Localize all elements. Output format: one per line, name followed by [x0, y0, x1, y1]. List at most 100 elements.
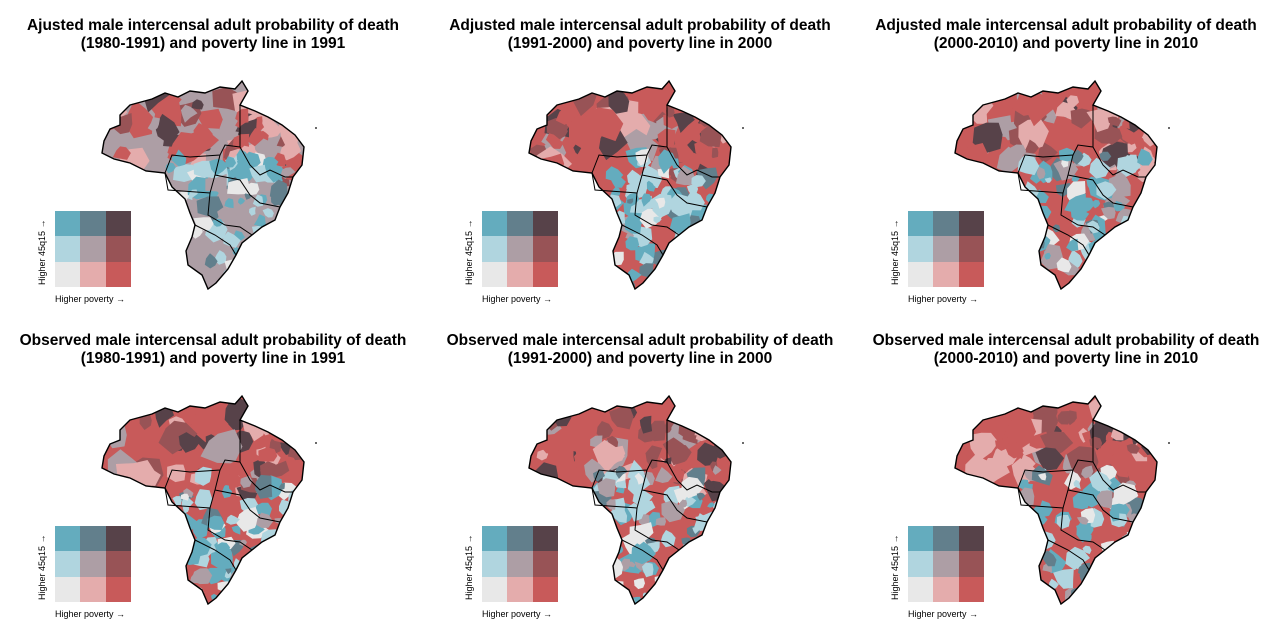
- legend-x-label: Higher poverty →: [908, 609, 979, 619]
- panel-title: Observed male intercensal adult probabil…: [0, 332, 426, 368]
- brazil-choropleth-map: [954, 79, 1170, 290]
- legend-cell: [532, 576, 558, 602]
- state-border: [194, 539, 237, 571]
- panel-title: Observed male intercensal adult probabil…: [853, 332, 1279, 368]
- state-border: [207, 192, 253, 236]
- state-border: [634, 192, 680, 236]
- title-line-2: (2000-2010) and poverty line in 2010: [933, 350, 1199, 367]
- state-border: [1060, 192, 1106, 236]
- legend-cell: [958, 576, 984, 602]
- legend-y-label: Higher 45q15 →: [37, 219, 47, 285]
- legend-cell: [507, 236, 533, 262]
- bivariate-legend: [908, 211, 984, 287]
- legend-cell: [80, 526, 106, 552]
- title-line-2: (1991-2000) and poverty line in 2000: [507, 35, 773, 52]
- brazil-choropleth-map: [101, 79, 317, 290]
- island-dot: [742, 442, 744, 444]
- legend-cell: [507, 261, 533, 287]
- legend-y-label: Higher 45q15 →: [464, 534, 474, 600]
- legend-cell: [933, 211, 959, 237]
- legend-cell: [55, 236, 81, 262]
- bivariate-legend: [55, 211, 131, 287]
- legend-x-label: Higher poverty →: [55, 294, 126, 304]
- panel-map-1: Adjusted male intercensal adult probabil…: [427, 0, 853, 314]
- legend-y-label: Higher 45q15 →: [464, 219, 474, 285]
- legend-cell: [908, 551, 934, 577]
- brazil-choropleth-map: [528, 394, 744, 605]
- legend-cell: [507, 576, 533, 602]
- legend-cell: [933, 526, 959, 552]
- country-outline: [528, 79, 732, 290]
- panel-title: Adjusted male intercensal adult probabil…: [427, 17, 853, 53]
- state-border: [207, 507, 253, 551]
- state-border: [214, 489, 281, 523]
- title-line-2: (1980-1991) and poverty line in 1991: [80, 350, 346, 367]
- title-line-1: Observed male intercensal adult probabil…: [446, 332, 834, 349]
- state-border: [1047, 539, 1090, 571]
- legend-cell: [908, 211, 934, 237]
- panel-map-3: Observed male intercensal adult probabil…: [0, 315, 426, 629]
- legend-cell: [532, 526, 558, 552]
- title-line-2: (1991-2000) and poverty line in 2000: [507, 350, 773, 367]
- bivariate-legend: [482, 211, 558, 287]
- legend-cell: [933, 551, 959, 577]
- legend-cell: [933, 261, 959, 287]
- legend-y-label: Higher 45q15 →: [890, 219, 900, 285]
- legend-cell: [532, 261, 558, 287]
- title-line-1: Adjusted male intercensal adult probabil…: [449, 17, 831, 34]
- state-border: [666, 461, 720, 493]
- legend-cell: [908, 236, 934, 262]
- legend-cell: [80, 261, 106, 287]
- legend-cell: [532, 211, 558, 237]
- title-line-1: Adjusted male intercensal adult probabil…: [875, 17, 1257, 34]
- brazil-choropleth-map: [101, 394, 317, 605]
- state-border: [214, 174, 281, 208]
- state-border: [1067, 174, 1134, 208]
- country-outline: [528, 394, 732, 605]
- island-dot: [742, 127, 744, 129]
- legend-cell: [105, 261, 131, 287]
- country-outline: [101, 394, 305, 605]
- legend-cell: [507, 211, 533, 237]
- state-border: [1092, 146, 1146, 178]
- legend-cell: [105, 576, 131, 602]
- legend-cell: [55, 261, 81, 287]
- panel-map-4: Observed male intercensal adult probabil…: [427, 315, 853, 629]
- state-border: [641, 489, 708, 523]
- bivariate-legend: [908, 526, 984, 602]
- panel-map-5: Observed male intercensal adult probabil…: [853, 315, 1279, 629]
- legend-cell: [532, 236, 558, 262]
- legend-cell: [482, 211, 508, 237]
- legend-cell: [55, 576, 81, 602]
- legend-x-label: Higher poverty →: [482, 294, 553, 304]
- island-dot: [1168, 442, 1170, 444]
- panel-title: Adjusted male intercensal adult probabil…: [853, 17, 1279, 53]
- legend-cell: [958, 211, 984, 237]
- state-border: [239, 146, 293, 178]
- state-border: [1060, 507, 1106, 551]
- brazil-choropleth-map: [954, 394, 1170, 605]
- legend-x-label: Higher poverty →: [55, 609, 126, 619]
- legend-cell: [482, 236, 508, 262]
- legend-cell: [482, 261, 508, 287]
- panel-title: Observed male intercensal adult probabil…: [427, 332, 853, 368]
- state-border: [621, 224, 664, 256]
- panel-map-2: Adjusted male intercensal adult probabil…: [853, 0, 1279, 314]
- legend-x-label: Higher poverty →: [908, 294, 979, 304]
- legend-cell: [80, 576, 106, 602]
- state-border: [634, 507, 680, 551]
- panel-title: Ajusted male intercensal adult probabili…: [0, 17, 426, 53]
- title-line-1: Observed male intercensal adult probabil…: [19, 332, 407, 349]
- legend-cell: [105, 211, 131, 237]
- legend-y-label: Higher 45q15 →: [37, 534, 47, 600]
- legend-x-label: Higher poverty →: [482, 609, 553, 619]
- legend-cell: [507, 526, 533, 552]
- legend-cell: [105, 551, 131, 577]
- panel-map-0: Ajusted male intercensal adult probabili…: [0, 0, 426, 314]
- legend-cell: [908, 576, 934, 602]
- legend-cell: [532, 551, 558, 577]
- legend-cell: [933, 576, 959, 602]
- title-line-2: (1980-1991) and poverty line in 1991: [80, 35, 346, 52]
- state-border: [621, 539, 664, 571]
- country-outline: [101, 79, 305, 290]
